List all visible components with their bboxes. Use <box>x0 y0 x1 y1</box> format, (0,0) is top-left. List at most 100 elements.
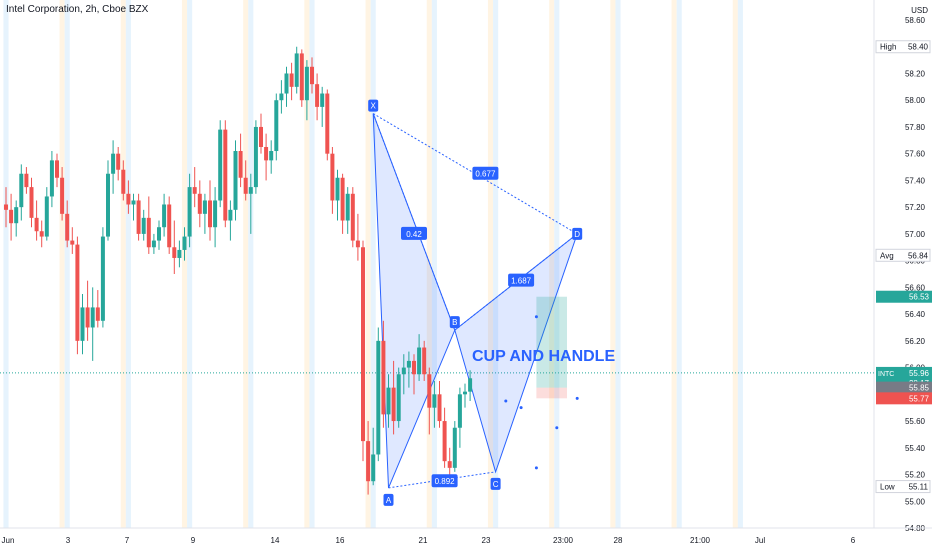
candle-body <box>396 374 401 422</box>
pattern-point-label: C <box>493 480 499 489</box>
ratio-label: 0.42 <box>406 230 422 239</box>
candle-body <box>95 307 100 321</box>
candle-body <box>376 340 381 455</box>
candle-body <box>243 177 248 194</box>
session-stripe <box>64 0 70 528</box>
session-stripe <box>426 0 432 528</box>
candle-body <box>279 93 284 101</box>
ratio-badge <box>401 226 427 240</box>
candle-body <box>218 129 223 201</box>
candle-body <box>177 249 182 258</box>
candle-body <box>361 247 365 442</box>
candle-body <box>146 217 151 248</box>
x-tick-label: 9 <box>191 536 196 545</box>
session-stripe <box>610 0 616 528</box>
candle-body <box>121 169 126 194</box>
candle-body <box>14 207 19 224</box>
candle-body <box>452 427 457 468</box>
ratio-label: 1.687 <box>511 277 532 286</box>
price-tag-name: High <box>880 43 896 52</box>
candle-body <box>406 360 411 368</box>
chart-title: Intel Corporation, 2h, Cboe BZX <box>6 4 149 15</box>
candle-body <box>432 394 437 408</box>
candle-body <box>34 217 39 232</box>
candle-body <box>4 204 8 210</box>
candle-body <box>463 391 467 395</box>
candle-body <box>233 151 238 210</box>
candle-body <box>90 307 95 328</box>
pattern-point-badge <box>572 227 583 240</box>
price-tag-value: 55.11 <box>909 483 929 492</box>
ratio-badge <box>472 166 499 180</box>
candle-body <box>422 347 427 375</box>
price-tag <box>876 381 932 394</box>
session-stripe <box>120 0 126 528</box>
session-stripe <box>3 0 9 528</box>
candle-body <box>116 153 121 170</box>
ratio-label: 0.892 <box>435 477 456 486</box>
candle-body <box>85 307 90 328</box>
candle-body <box>381 340 386 415</box>
price-tag <box>876 392 932 405</box>
stop-zone <box>536 387 567 399</box>
projection-dot <box>575 396 579 400</box>
y-tick-label: 55.60 <box>905 417 926 426</box>
ratio-label: 0.677 <box>475 170 496 179</box>
candle-body <box>437 394 442 422</box>
candle-body <box>223 129 228 221</box>
currency-label: USD <box>911 6 928 15</box>
candle-body <box>172 247 177 258</box>
candle-body <box>310 66 314 85</box>
candle-body <box>187 187 192 237</box>
session-stripe <box>125 0 131 528</box>
candle-body <box>49 160 54 197</box>
y-tick-label: 57.60 <box>905 150 926 159</box>
candle-body <box>151 240 156 248</box>
candle-body <box>320 93 325 107</box>
ratio-line-xb <box>372 113 456 331</box>
session-stripe <box>304 0 310 528</box>
x-tick-label: 16 <box>336 536 345 545</box>
candle-body <box>294 53 299 87</box>
session-stripe <box>549 0 555 528</box>
price-tag <box>875 480 931 494</box>
x-tick-label: 3 <box>66 536 71 545</box>
candle-body <box>75 244 80 341</box>
candle-body <box>274 100 279 152</box>
pattern-point-label: X <box>371 102 377 111</box>
candle-body <box>335 177 340 201</box>
candle-body <box>366 441 371 482</box>
price-tag-value: 55.96 <box>909 369 930 378</box>
session-stripe <box>365 0 371 528</box>
projection-dot <box>534 466 538 470</box>
x-tick-label: 7 <box>125 536 130 545</box>
y-tick-label: 55.00 <box>905 497 926 506</box>
session-stripe <box>493 0 499 528</box>
candle-body <box>330 153 335 201</box>
candle-body <box>136 200 141 234</box>
ratio-badge <box>431 474 458 488</box>
candle-body <box>412 360 416 375</box>
y-tick-label: 58.60 <box>905 16 926 25</box>
candle-body <box>111 153 116 174</box>
x-tick-label: 21:00 <box>690 536 711 545</box>
candle-body <box>55 160 59 178</box>
pattern-point-label: B <box>452 318 457 327</box>
candle-body <box>289 73 294 87</box>
session-stripe <box>431 0 437 528</box>
candle-body <box>325 93 330 154</box>
ratio-badge <box>508 273 535 287</box>
session-stripe <box>370 0 376 528</box>
y-tick-label: 57.80 <box>905 123 926 132</box>
candle-body <box>442 421 447 462</box>
candle-body <box>24 173 29 188</box>
y-tick-label: 57.40 <box>905 176 926 185</box>
price-tag <box>875 40 931 54</box>
x-tick-label: 6 <box>851 536 856 545</box>
price-tag <box>876 290 932 303</box>
session-stripe <box>181 0 188 528</box>
candle-body <box>65 213 70 241</box>
session-stripe <box>671 0 677 528</box>
